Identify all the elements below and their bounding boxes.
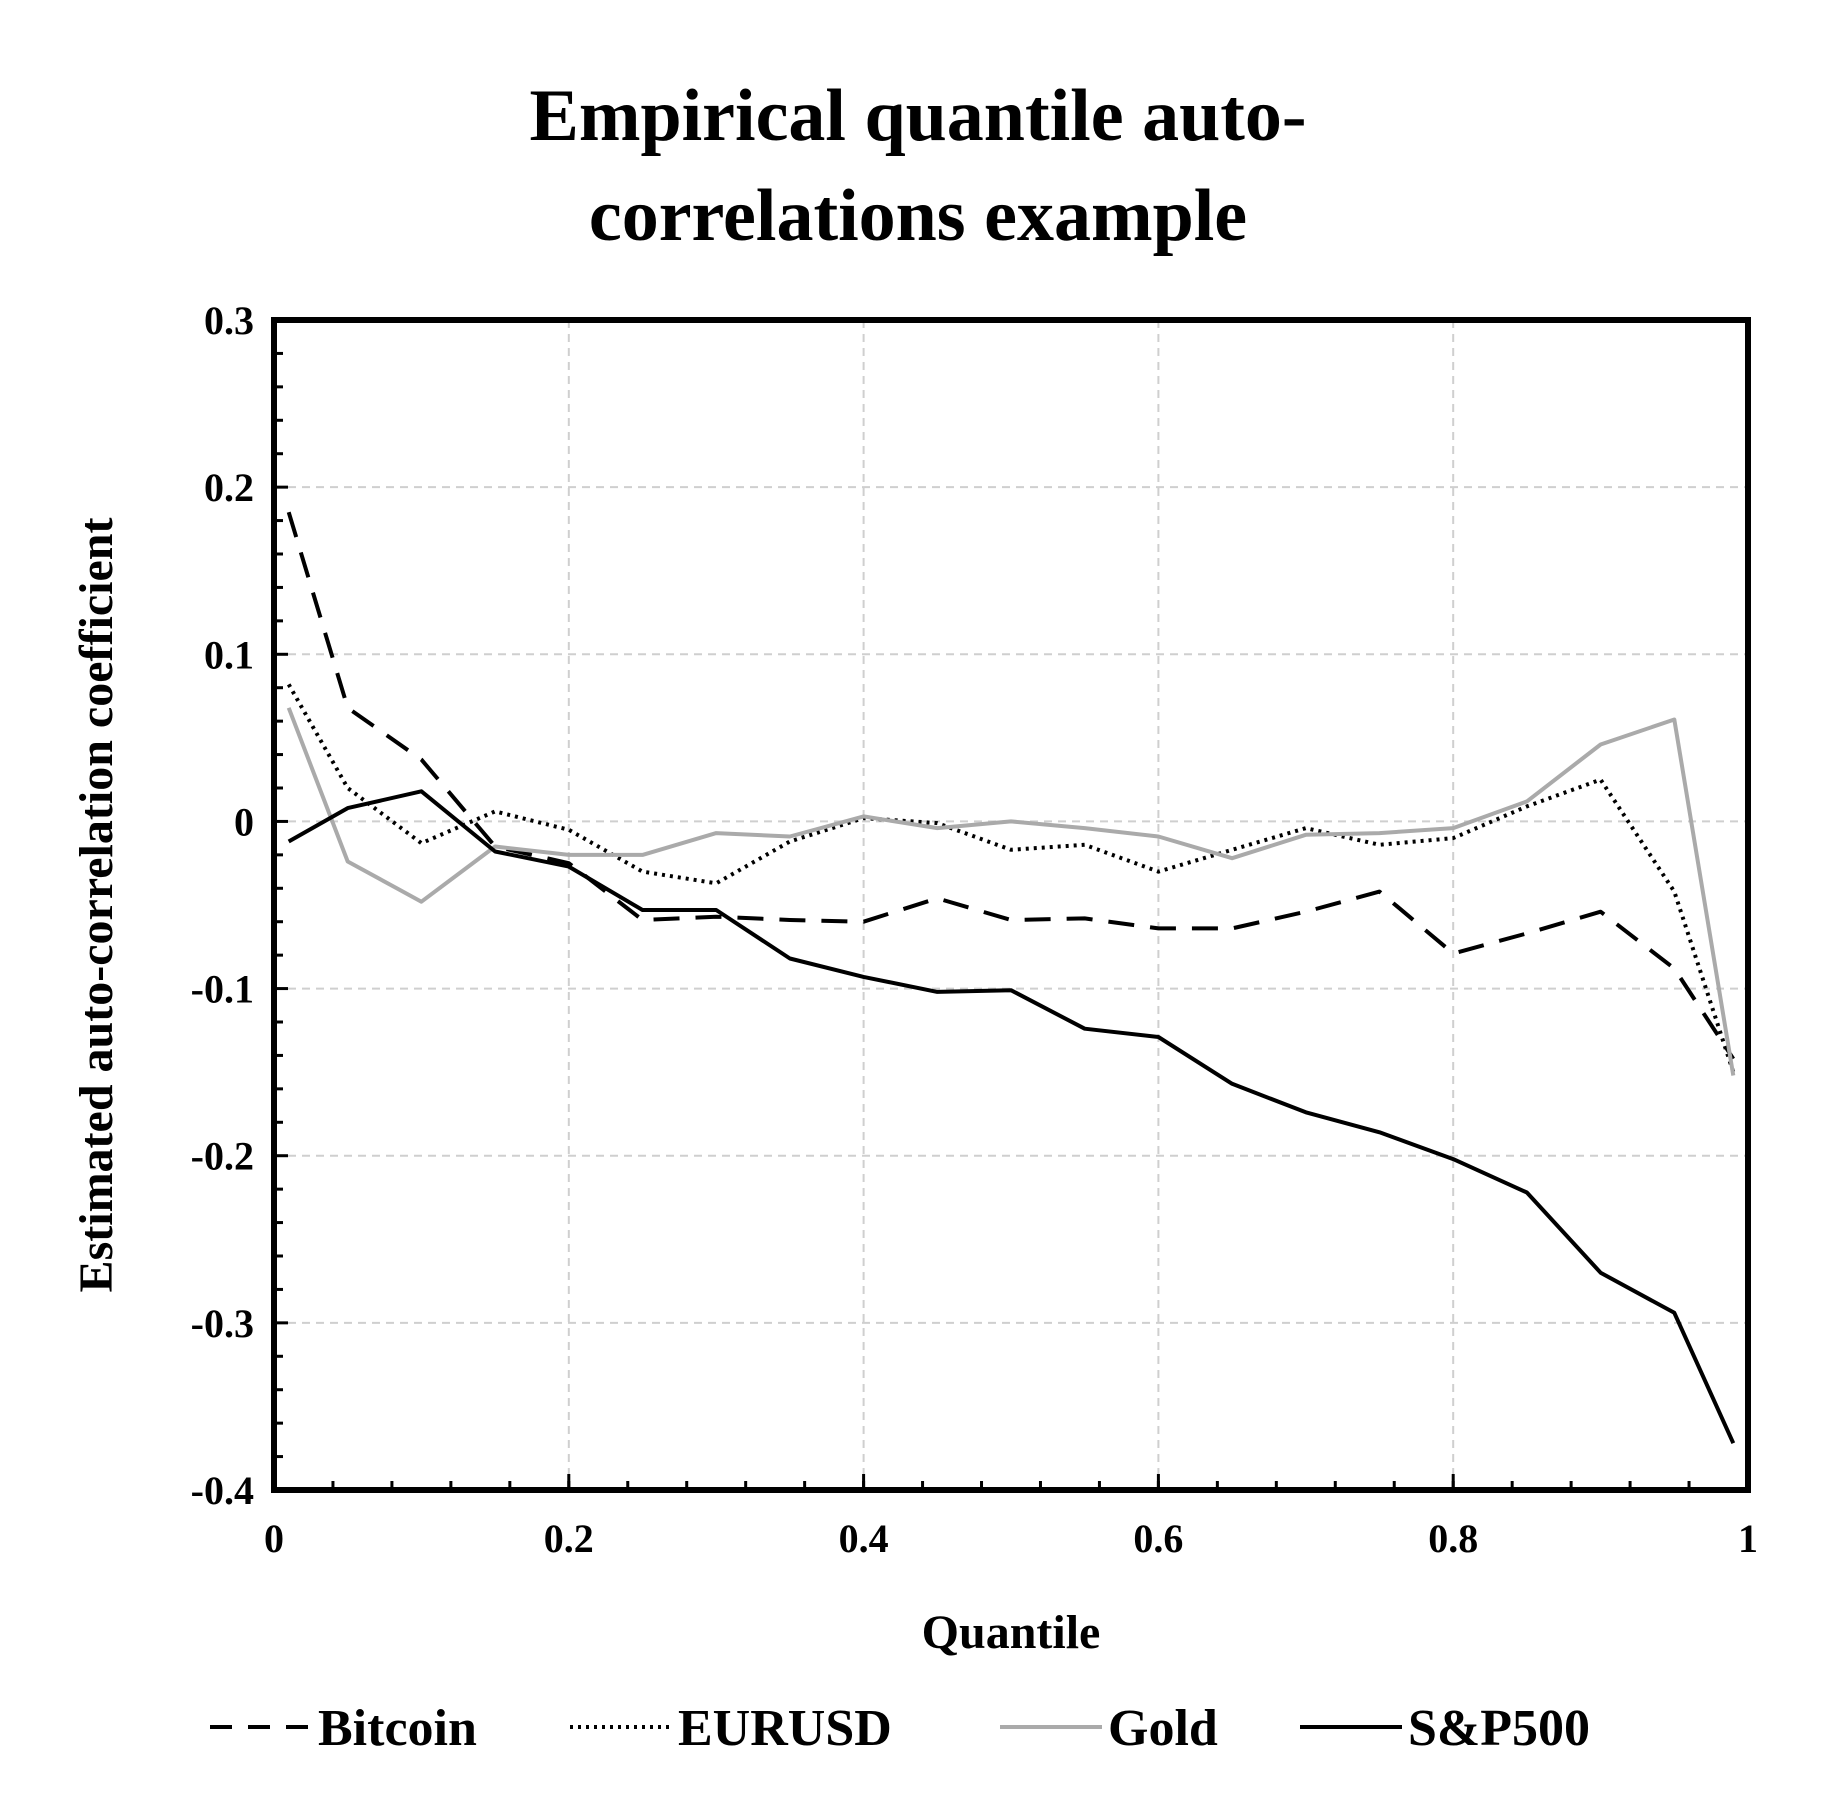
y-tick-label: 0.2 [204,465,254,510]
y-tick-label: -0.2 [191,1134,254,1179]
x-tick-label: 0.6 [1133,1516,1183,1561]
legend-label-s-p500: S&P500 [1408,1700,1590,1757]
y-axis-label: Estimated auto-correlation coefficient [70,518,123,1293]
x-tick-label: 0.8 [1428,1516,1478,1561]
y-tick-label: 0 [234,799,254,844]
x-axis-label: Quantile [922,1606,1101,1659]
x-tick-label: 0 [264,1516,284,1561]
legend: Bitcoin EURUSD Gold S&P500 [210,1700,1590,1757]
series-line-gold [286,707,1736,1076]
chart-title-line-1: Empirical quantile auto- [529,75,1306,157]
x-tick-label: 0.4 [839,1516,889,1561]
grid-lines [274,320,1748,1490]
chart-title-line-2: correlations example [589,175,1247,257]
series-line-eurusd [286,683,1736,1073]
x-axis-tick-labels: 0 0.2 0.4 0.6 0.8 1 [264,1516,1758,1561]
y-axis-tick-labels: 0.3 0.2 0.1 0 -0.1 -0.2 -0.3 -0.4 [191,298,254,1513]
y-tick-label: 0.3 [204,298,254,343]
legend-label-gold: Gold [1108,1700,1218,1757]
y-tick-label: 0.1 [204,632,254,677]
legend-label-bitcoin: Bitcoin [318,1700,477,1757]
x-tick-label: 1 [1738,1516,1758,1561]
series-lines [286,511,1736,1445]
plot-area-frame [271,317,1751,1493]
y-tick-label: -0.1 [191,967,254,1012]
y-tick-label: -0.3 [191,1301,254,1346]
y-tick-label: -0.4 [191,1468,254,1513]
series-line-bitcoin [286,511,1735,1060]
x-tick-label: 0.2 [544,1516,594,1561]
series-line-s-p500 [287,789,1736,1445]
legend-label-eurusd: EURUSD [678,1700,892,1757]
